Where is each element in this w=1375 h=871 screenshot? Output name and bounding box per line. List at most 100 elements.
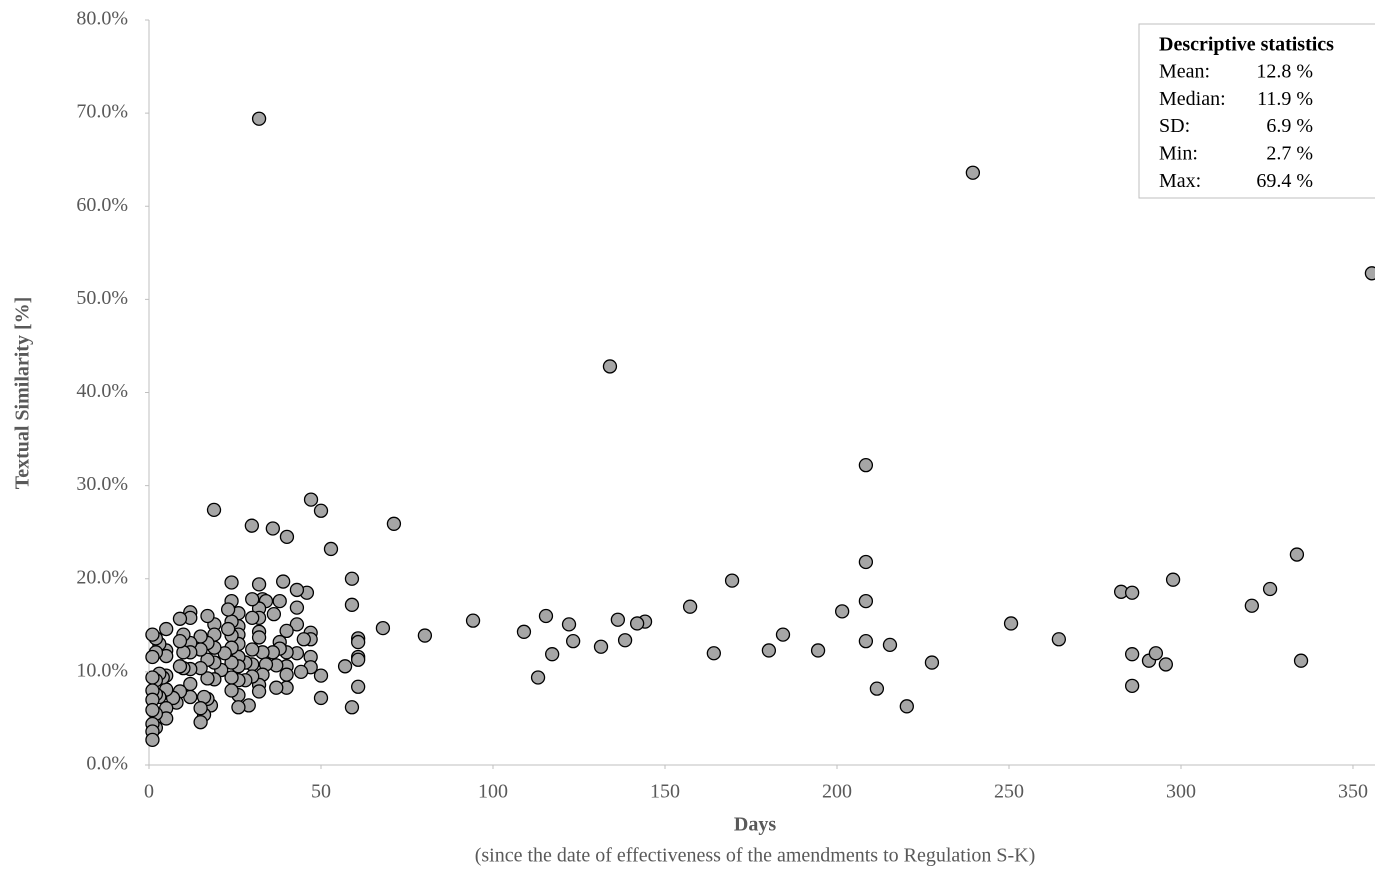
point xyxy=(344,597,360,612)
point xyxy=(593,639,609,654)
y-tick-label: 70.0% xyxy=(76,101,128,123)
point xyxy=(231,700,246,715)
point xyxy=(251,577,267,592)
point xyxy=(1148,646,1164,661)
point xyxy=(465,613,481,628)
x-tick-label: 0 xyxy=(144,781,154,803)
point xyxy=(279,623,294,639)
point xyxy=(245,610,260,626)
y-tick-label: 30.0% xyxy=(76,473,128,495)
point xyxy=(224,683,239,698)
point xyxy=(266,606,282,622)
point xyxy=(1244,598,1259,613)
point xyxy=(145,649,160,665)
point xyxy=(386,516,402,531)
point xyxy=(858,457,874,473)
point xyxy=(602,359,618,374)
point xyxy=(761,643,777,658)
y-tick-label: 10.0% xyxy=(76,659,128,681)
point xyxy=(375,620,391,636)
point xyxy=(924,655,940,670)
point xyxy=(835,604,850,619)
point xyxy=(296,632,311,647)
point xyxy=(965,165,981,180)
stats-box xyxy=(1138,23,1375,199)
point xyxy=(245,592,260,607)
point xyxy=(610,612,626,627)
stat-value: 6.9 % xyxy=(1266,115,1313,137)
point xyxy=(545,647,560,662)
stat-label: Min: xyxy=(1159,142,1198,164)
point xyxy=(145,670,160,685)
point xyxy=(1262,581,1278,597)
y-tick-label: 80.0% xyxy=(76,8,128,30)
point xyxy=(293,664,309,680)
point xyxy=(224,575,239,590)
point xyxy=(1124,585,1140,600)
point xyxy=(200,671,215,686)
point xyxy=(530,670,546,685)
point xyxy=(724,573,740,588)
point xyxy=(269,680,284,695)
point xyxy=(220,602,236,617)
point xyxy=(775,627,791,642)
x-tick-label: 200 xyxy=(822,781,852,803)
point xyxy=(1158,657,1174,672)
point xyxy=(172,611,188,626)
point xyxy=(682,599,698,614)
point xyxy=(313,690,329,706)
point xyxy=(244,518,260,533)
point xyxy=(899,699,914,714)
point xyxy=(516,624,532,639)
point xyxy=(344,700,360,715)
point xyxy=(858,554,874,570)
point xyxy=(193,701,208,716)
point xyxy=(1051,632,1067,647)
point xyxy=(272,593,287,609)
point xyxy=(565,633,581,649)
point xyxy=(193,715,208,730)
point xyxy=(251,684,267,699)
point xyxy=(858,633,874,649)
point xyxy=(538,608,554,624)
point xyxy=(172,633,188,649)
stat-label: Median: xyxy=(1159,88,1226,110)
y-tick-label: 40.0% xyxy=(76,380,128,402)
point xyxy=(245,642,260,657)
point xyxy=(337,659,353,674)
stat-label: Max: xyxy=(1159,170,1201,192)
point xyxy=(145,627,160,642)
stats-title: Descriptive statistics xyxy=(1159,34,1334,56)
point xyxy=(1124,678,1140,693)
point xyxy=(251,111,267,126)
point xyxy=(313,668,329,683)
point xyxy=(279,529,295,544)
stat-value: 11.9 % xyxy=(1257,88,1313,110)
point xyxy=(276,574,291,589)
y-tick-label: 60.0% xyxy=(76,194,128,216)
x-tick-label: 300 xyxy=(1166,781,1196,803)
x-tick-label: 250 xyxy=(994,781,1024,803)
point xyxy=(265,521,280,536)
point xyxy=(1124,647,1140,662)
point xyxy=(869,681,885,696)
point xyxy=(251,630,267,645)
x-tick-label: 150 xyxy=(650,781,680,803)
y-tick-label: 0.0% xyxy=(86,753,128,775)
stat-label: SD: xyxy=(1159,115,1190,137)
y-tick-label: 50.0% xyxy=(76,287,128,309)
point xyxy=(350,634,366,650)
point xyxy=(279,667,294,682)
point xyxy=(1003,616,1019,631)
point xyxy=(344,571,360,586)
point xyxy=(561,617,577,632)
stat-value: 12.8 % xyxy=(1256,61,1313,83)
point xyxy=(350,652,366,667)
x-tick-label: 100 xyxy=(478,781,508,803)
point xyxy=(882,637,898,653)
point xyxy=(858,593,874,609)
point xyxy=(289,600,305,615)
stat-label: Mean: xyxy=(1159,61,1210,83)
points xyxy=(145,111,1375,748)
point xyxy=(1289,547,1305,562)
